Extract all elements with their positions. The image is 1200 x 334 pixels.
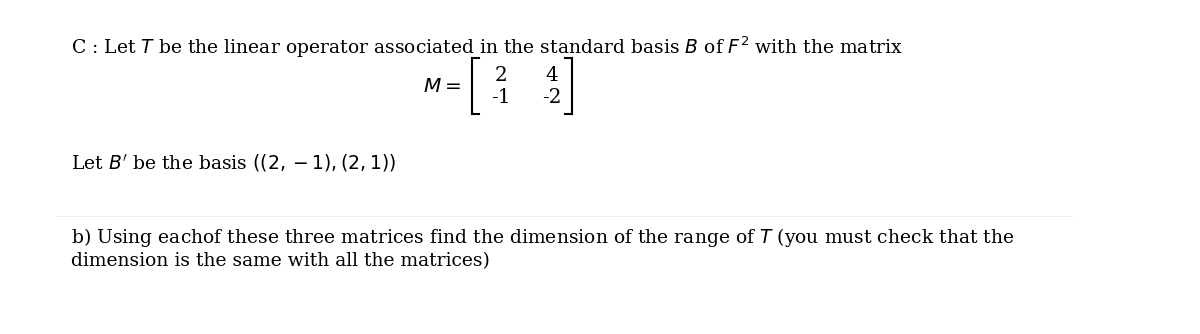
Text: $M = $: $M = $ [422,76,461,96]
Text: 4: 4 [546,65,558,85]
Text: C : Let $T$ be the linear operator associated in the standard basis $B$ of $F^2$: C : Let $T$ be the linear operator assoc… [71,34,902,59]
Text: Let $B'$ be the basis $((2,-1),(2,1))$: Let $B'$ be the basis $((2,-1),(2,1))$ [71,152,396,174]
Text: dimension is the same with all the matrices): dimension is the same with all the matri… [71,252,490,270]
Text: -1: -1 [491,88,511,107]
Text: -2: -2 [542,88,562,107]
Text: b) Using eachof these three matrices find the dimension of the range of $T$ (you: b) Using eachof these three matrices fin… [71,226,1014,249]
Text: 2: 2 [494,65,508,85]
